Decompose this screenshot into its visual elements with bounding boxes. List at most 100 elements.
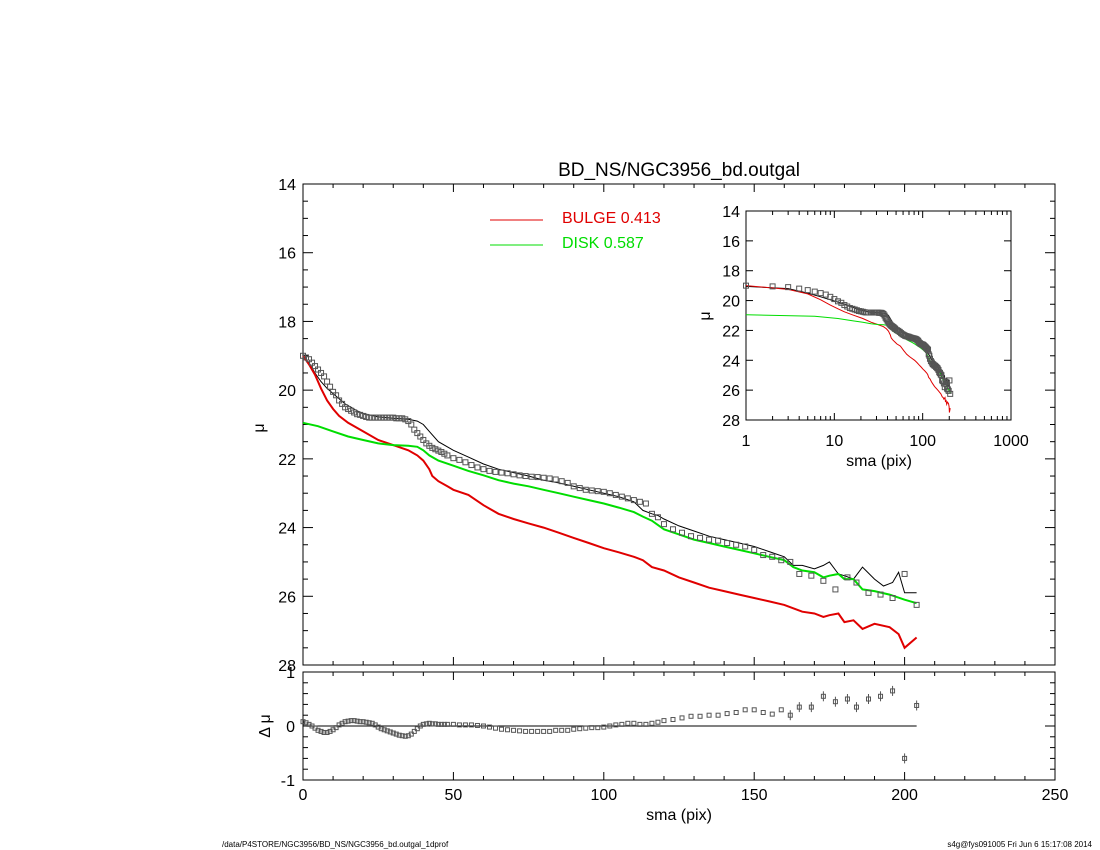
data-point-observed xyxy=(324,378,331,385)
footer-user-timestamp: s4g@fys091005 Fri Jun 6 15:17:08 2014 xyxy=(947,840,1092,849)
footer-file-path: /data/P4STORE/NGC3956/BD_NS/NGC3956_bd.o… xyxy=(222,840,449,849)
data-point-residual xyxy=(387,729,393,735)
x-tick-label: 1000 xyxy=(993,433,1029,450)
data-point-residual xyxy=(661,718,667,724)
data-point-observed xyxy=(642,500,649,507)
data-point-observed xyxy=(618,493,625,500)
inset-data-point-observed xyxy=(811,288,818,295)
y-tick-label: 14 xyxy=(722,204,740,221)
data-point-residual xyxy=(529,728,535,734)
y-tick-label: 20 xyxy=(278,383,296,400)
data-point-observed xyxy=(312,363,319,370)
data-point-observed xyxy=(516,472,523,479)
data-point-residual xyxy=(715,712,721,718)
data-point-observed xyxy=(474,464,481,471)
data-point-residual xyxy=(363,719,369,725)
data-point-observed xyxy=(901,570,908,577)
data-point-residual xyxy=(390,730,396,736)
data-point-observed xyxy=(414,430,421,437)
data-point-observed xyxy=(706,536,713,543)
data-point-residual xyxy=(444,721,450,727)
data-point-observed xyxy=(648,510,655,517)
data-point-residual xyxy=(426,720,432,726)
data-point-residual xyxy=(595,725,601,731)
legend-label: BULGE 0.413 xyxy=(562,210,661,227)
data-point-residual xyxy=(796,704,802,710)
x-tick-label: 150 xyxy=(741,787,768,804)
data-point-residual xyxy=(480,723,486,729)
data-point-residual xyxy=(890,688,896,694)
data-point-residual xyxy=(844,696,850,702)
data-point-observed xyxy=(321,373,328,380)
data-point-observed xyxy=(318,369,325,376)
y-tick-label: 24 xyxy=(722,353,740,370)
data-point-residual xyxy=(411,728,417,734)
data-point-observed xyxy=(679,529,686,536)
data-point-observed xyxy=(345,406,352,413)
data-point-residual xyxy=(655,719,661,725)
data-point-residual xyxy=(429,721,435,727)
inset-data-point-observed xyxy=(769,283,776,290)
data-point-observed xyxy=(504,470,511,477)
data-point-residual xyxy=(351,718,357,724)
data-point-residual xyxy=(348,718,354,724)
data-point-observed xyxy=(636,498,643,505)
inset-data-point-observed xyxy=(937,371,944,378)
y-tick-label: 16 xyxy=(722,234,740,251)
data-point-observed xyxy=(510,471,517,478)
data-point-observed xyxy=(408,421,415,428)
data-point-observed xyxy=(540,474,547,481)
data-point-observed xyxy=(420,436,427,443)
data-point-residual xyxy=(420,721,426,727)
data-point-residual xyxy=(399,733,405,739)
data-point-observed xyxy=(315,366,322,373)
data-point-observed xyxy=(375,414,382,421)
data-point-observed xyxy=(570,483,577,490)
data-point-residual xyxy=(423,721,429,727)
data-point-observed xyxy=(820,577,827,584)
data-point-residual xyxy=(393,731,399,737)
data-point-residual xyxy=(486,724,492,730)
y-tick-label: 26 xyxy=(278,589,296,606)
data-point-observed xyxy=(300,352,306,359)
data-point-observed xyxy=(778,557,785,564)
data-point-residual xyxy=(505,727,511,733)
data-point-observed xyxy=(796,570,803,577)
data-point-observed xyxy=(558,478,565,485)
data-point-residual xyxy=(468,722,474,728)
data-point-residual xyxy=(511,727,517,733)
data-point-observed xyxy=(381,414,388,421)
x-tick-label: 100 xyxy=(909,433,936,450)
data-point-residual xyxy=(706,712,712,718)
data-point-observed xyxy=(522,473,529,480)
data-point-observed xyxy=(384,414,391,421)
data-point-observed xyxy=(372,414,379,421)
data-point-residual xyxy=(583,725,589,731)
data-point-observed xyxy=(594,488,601,495)
data-point-observed xyxy=(751,546,758,553)
data-point-residual xyxy=(832,699,838,705)
data-point-observed xyxy=(564,479,571,486)
inset-data-point-observed xyxy=(834,298,841,305)
data-point-observed xyxy=(913,601,920,608)
data-point-residual xyxy=(902,755,908,761)
inset-data-point-observed xyxy=(925,351,932,358)
data-point-observed xyxy=(339,400,346,407)
data-point-residual xyxy=(625,720,631,726)
data-point-observed xyxy=(546,475,553,482)
data-point-observed xyxy=(444,452,451,459)
data-point-residual xyxy=(462,722,468,728)
data-point-observed xyxy=(378,414,385,421)
data-point-observed xyxy=(853,579,860,586)
data-point-observed xyxy=(435,447,442,454)
data-point-observed xyxy=(760,552,767,559)
data-point-observed xyxy=(528,473,535,480)
data-point-observed xyxy=(450,455,457,462)
data-point-observed xyxy=(844,574,851,581)
data-point-residual xyxy=(435,721,441,727)
data-point-residual xyxy=(733,710,739,715)
data-point-residual xyxy=(742,707,748,713)
data-point-residual xyxy=(366,720,372,726)
data-point-residual xyxy=(820,693,826,699)
data-point-residual xyxy=(493,725,499,731)
